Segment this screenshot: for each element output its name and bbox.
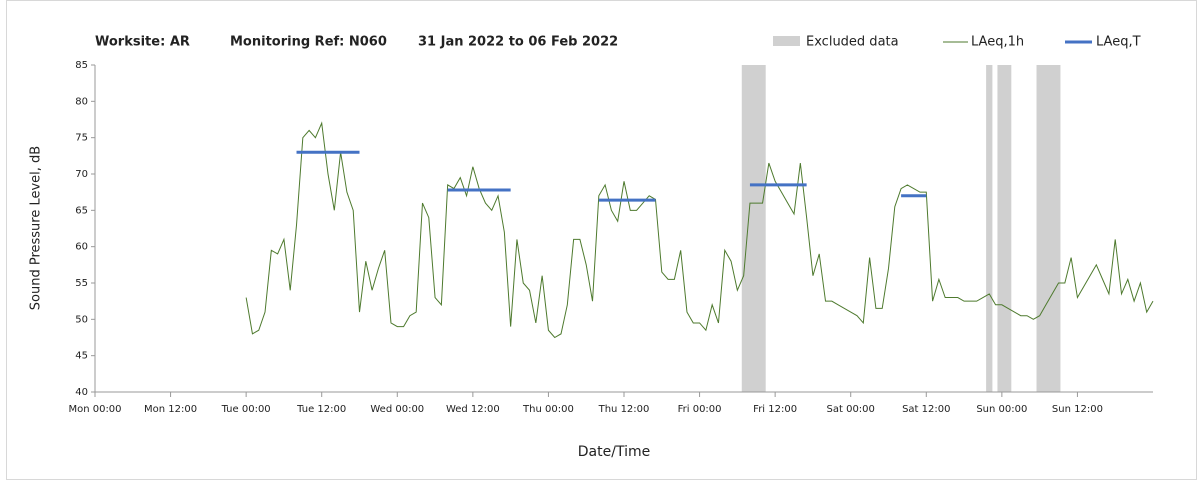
excluded-span [1036,65,1061,392]
x-tick-label: Thu 12:00 [598,404,650,415]
y-tick-label: 45 [75,351,88,362]
x-tick-label: Wed 00:00 [370,404,424,415]
y-tick-label: 85 [75,60,88,71]
x-tick-label: Wed 12:00 [446,404,500,415]
excluded-span [997,65,1012,392]
excluded-span [986,65,993,392]
x-tick-label: Thu 00:00 [522,404,574,415]
y-tick-label: 70 [75,169,88,180]
x-tick-label: Sat 00:00 [827,404,875,415]
chart-title: Monitoring Ref: N060 [230,35,387,50]
y-tick-label: 65 [75,205,88,216]
legend-label: LAeq,T [1096,35,1141,50]
y-tick-label: 40 [75,387,88,398]
x-tick-label: Tue 00:00 [221,404,271,415]
x-tick-label: Tue 12:00 [296,404,346,415]
y-axis-label: Sound Pressure Level, dB [29,146,44,310]
y-tick-label: 55 [75,278,88,289]
x-tick-label: Sun 12:00 [1052,404,1103,415]
x-tick-label: Sat 12:00 [902,404,950,415]
chart-title: 31 Jan 2022 to 06 Feb 2022 [418,35,618,50]
y-tick-label: 80 [75,96,88,107]
excluded-span [741,65,766,392]
legend-label: Excluded data [806,35,899,50]
y-tick-label: 75 [75,133,88,144]
x-tick-label: Sun 00:00 [976,404,1027,415]
legend-label: LAeq,1h [971,35,1024,50]
chart-title: Worksite: AR [95,35,190,50]
x-tick-label: Fri 12:00 [753,404,797,415]
y-tick-label: 60 [75,242,88,253]
x-tick-label: Mon 12:00 [144,404,197,415]
y-tick-label: 50 [75,314,88,325]
x-tick-label: Mon 00:00 [68,404,121,415]
legend-swatch [773,36,800,46]
x-tick-label: Fri 00:00 [678,404,722,415]
x-axis-label: Date/Time [578,444,650,460]
laeq-1h-line [245,121,1154,339]
